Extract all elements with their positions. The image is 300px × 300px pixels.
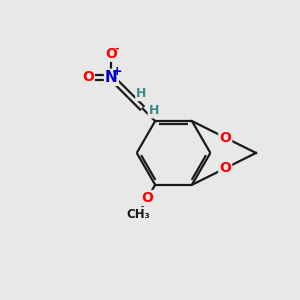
Text: H: H	[149, 104, 159, 117]
Text: O: O	[219, 161, 231, 175]
Text: +: +	[112, 65, 123, 78]
Text: O: O	[219, 130, 231, 145]
Text: H: H	[136, 87, 146, 100]
Text: N: N	[105, 70, 118, 85]
Text: -: -	[114, 44, 119, 53]
Text: O: O	[106, 47, 117, 61]
Text: O: O	[142, 191, 154, 205]
Text: CH₃: CH₃	[126, 208, 150, 220]
Text: O: O	[82, 70, 94, 84]
